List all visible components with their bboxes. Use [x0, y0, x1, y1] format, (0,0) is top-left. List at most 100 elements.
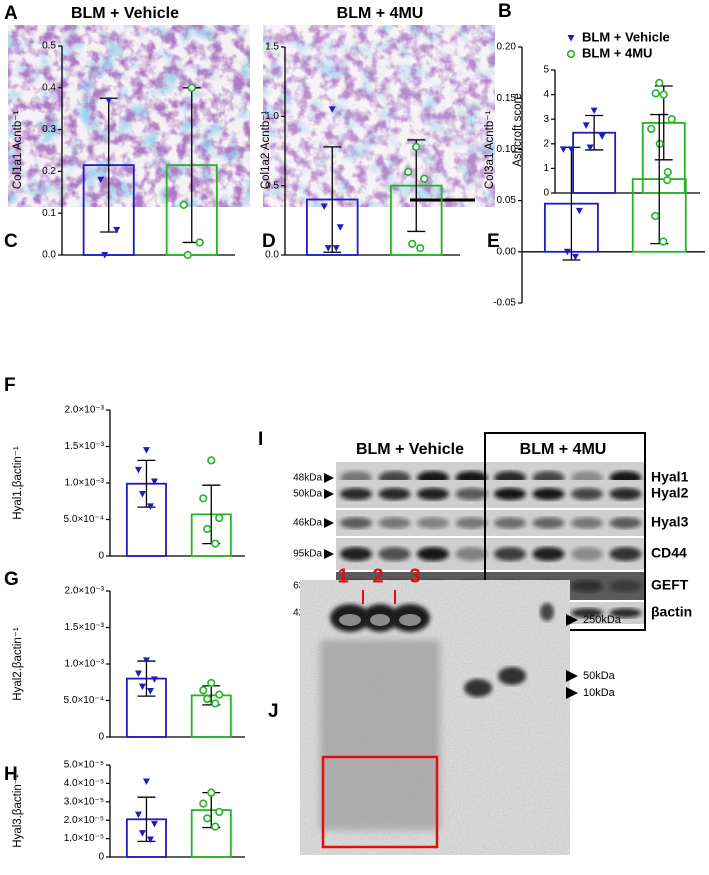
- blot-band: [609, 517, 642, 529]
- panel-letter: H: [4, 764, 18, 785]
- y-tick-label: 0: [98, 852, 104, 863]
- panel-letter: C: [4, 231, 18, 252]
- data-point: [215, 690, 224, 699]
- data-point: [199, 494, 208, 503]
- data-point: [146, 836, 154, 844]
- y-axis-label: Hyal2.βactin⁻¹: [12, 627, 24, 701]
- y-tick-label: 0.20: [497, 42, 517, 53]
- data-point: [590, 107, 598, 115]
- data-point: [179, 200, 188, 209]
- blot-band: [417, 546, 449, 562]
- data-point: [667, 115, 676, 124]
- lane-label: 2: [372, 565, 383, 587]
- y-tick-label: 0: [98, 551, 104, 562]
- data-point: [203, 694, 212, 704]
- blot-band: [417, 517, 449, 529]
- size-marker: 10kDa: [583, 687, 616, 699]
- data-point: [336, 224, 344, 231]
- protein-label: GEFT: [651, 577, 689, 593]
- blot-band: [532, 487, 565, 501]
- y-tick-label: 0.00: [497, 246, 517, 257]
- y-tick-label: 1.0×10⁻³: [65, 478, 105, 489]
- data-point: [207, 456, 216, 465]
- blot-band: [494, 546, 526, 562]
- y-tick-label: 1.0: [265, 111, 279, 122]
- blot-band: [340, 517, 372, 529]
- data-point: [138, 490, 146, 498]
- data-point: [150, 478, 158, 486]
- image-title: BLM + 4MU: [337, 5, 424, 22]
- data-point: [203, 814, 212, 823]
- data-point: [332, 245, 340, 252]
- protein-label: CD44: [651, 545, 687, 561]
- size-arrow: [324, 518, 334, 528]
- data-point: [586, 144, 594, 151]
- size-arrow: [324, 473, 334, 483]
- data-point: [571, 253, 579, 261]
- size-marker: 250kDa: [583, 614, 622, 626]
- data-point: [659, 237, 668, 246]
- y-tick-label: 0.3: [42, 124, 56, 135]
- protein-label: Hyal3: [651, 514, 689, 530]
- data-point: [412, 142, 421, 151]
- y-tick-label: 0: [543, 188, 549, 199]
- y-axis-label: Ashcroft score: [512, 93, 524, 167]
- y-tick-label: 0.1: [42, 208, 56, 219]
- chart: F Hyal1.βactin⁻¹ 0 5.0×10⁻⁴ 1.0×10⁻³ 1.5×10⁻³…: [4, 375, 245, 562]
- panel-letter: D: [262, 231, 276, 252]
- data-point: [101, 252, 109, 259]
- y-axis-label: Col1a2 Acntb⁻¹: [260, 111, 272, 189]
- size-arrow: [324, 489, 334, 499]
- error-bar: [137, 796, 156, 843]
- panel-letter: A: [4, 3, 18, 24]
- data-point: [150, 676, 158, 683]
- data-point: [138, 830, 146, 837]
- data-point: [559, 146, 567, 153]
- blot-band: [494, 517, 526, 529]
- y-tick-label: 4.0×10⁻⁵: [64, 778, 104, 789]
- blot-band: [340, 487, 372, 501]
- size-marker: 50kDa: [583, 670, 616, 682]
- blot-band: [494, 487, 526, 501]
- size-label: 48kDa: [293, 473, 322, 484]
- data-point: [663, 167, 672, 177]
- data-point: [211, 699, 220, 708]
- blot-band: [609, 608, 642, 618]
- data-point: [146, 688, 154, 695]
- y-tick-label: 1.0×10⁻³: [65, 659, 105, 670]
- panel-letter: E: [487, 231, 500, 252]
- y-tick-label: 0.0: [42, 250, 56, 261]
- y-tick-label: 0: [98, 732, 104, 743]
- y-tick-label: 0.05: [497, 195, 517, 206]
- data-point: [134, 670, 142, 677]
- y-tick-label: 2.0×10⁻³: [65, 405, 105, 416]
- data-point: [142, 657, 150, 664]
- y-tick-label: 2: [543, 138, 549, 149]
- data-point: [215, 807, 224, 817]
- blot-band: [532, 546, 565, 562]
- y-tick-label: 0.0: [265, 250, 279, 261]
- blot-band: [455, 546, 488, 562]
- y-axis-label: Hyal1.βactin⁻¹: [12, 446, 24, 520]
- data-point: [404, 167, 413, 176]
- data-point: [146, 503, 154, 510]
- histology-image: [8, 25, 250, 207]
- data-point: [207, 788, 216, 797]
- y-axis-label: Col3a1 Acntb⁻¹: [484, 111, 496, 189]
- data-point: [207, 678, 216, 688]
- y-tick-label: 0.5: [265, 180, 279, 191]
- y-tick-label: 5: [543, 65, 549, 76]
- size-label: 46kDa: [293, 518, 322, 529]
- data-point: [582, 122, 590, 129]
- y-tick-label: 0.4: [42, 82, 56, 93]
- data-point: [651, 89, 660, 98]
- error-bar: [585, 114, 604, 151]
- data-point: [408, 239, 417, 249]
- y-tick-label: 3: [543, 114, 549, 125]
- y-tick-label: 2.0×10⁻³: [65, 586, 105, 597]
- data-point: [598, 133, 606, 140]
- data-point: [320, 203, 328, 210]
- y-tick-label: 0.2: [42, 166, 56, 177]
- protein-label: βactin: [651, 604, 692, 620]
